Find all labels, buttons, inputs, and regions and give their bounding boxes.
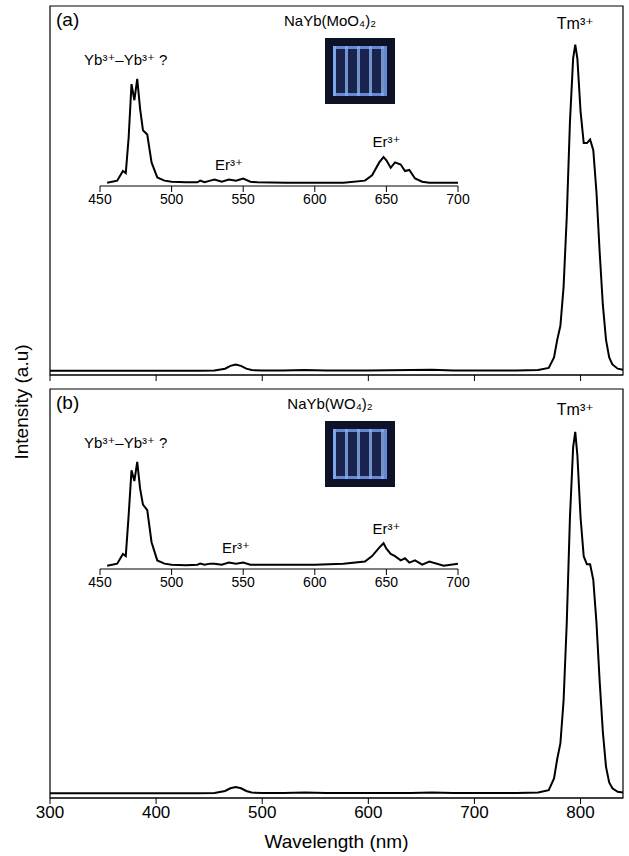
svg-text:550: 550 (232, 191, 256, 207)
svg-text:Wavelength (nm): Wavelength (nm) (265, 831, 409, 852)
svg-text:600: 600 (354, 803, 382, 822)
svg-text:Er³⁺: Er³⁺ (215, 156, 243, 173)
svg-text:800: 800 (566, 803, 594, 822)
svg-text:450: 450 (88, 191, 112, 207)
html-text:Intensity (a.u): Intensity (a.u) (11, 344, 32, 460)
svg-text:500: 500 (160, 191, 184, 207)
svg-text:700: 700 (460, 803, 488, 822)
html-text:(b): (b) (56, 392, 80, 413)
svg-text:Yb³⁺–Yb³⁺ ?: Yb³⁺–Yb³⁺ ? (84, 51, 167, 68)
svg-text:Yb³⁺–Yb³⁺ ?: Yb³⁺–Yb³⁺ ? (84, 434, 167, 451)
svg-text:500: 500 (248, 803, 276, 822)
svg-text:300: 300 (36, 803, 64, 822)
svg-text:Tm³⁺: Tm³⁺ (557, 15, 594, 32)
svg-text:Er³⁺: Er³⁺ (222, 539, 250, 556)
svg-text:Tm³⁺: Tm³⁺ (557, 401, 594, 418)
svg-text:700: 700 (446, 574, 470, 590)
svg-text:Er³⁺: Er³⁺ (372, 520, 400, 537)
svg-text:600: 600 (303, 574, 327, 590)
html-text:NaYb(WO₄)₂: NaYb(WO₄)₂ (287, 395, 373, 412)
svg-text:550: 550 (232, 574, 256, 590)
svg-text:650: 650 (375, 574, 399, 590)
html-text:NaYb(MoO₄)₂: NaYb(MoO₄)₂ (284, 12, 376, 29)
svg-text:700: 700 (446, 191, 470, 207)
svg-text:650: 650 (375, 191, 399, 207)
html-text:(a): (a) (56, 9, 80, 30)
svg-text:600: 600 (303, 191, 327, 207)
svg-text:450: 450 (88, 574, 112, 590)
svg-text:400: 400 (142, 803, 170, 822)
svg-text:500: 500 (160, 574, 184, 590)
svg-text:Er³⁺: Er³⁺ (372, 133, 400, 150)
